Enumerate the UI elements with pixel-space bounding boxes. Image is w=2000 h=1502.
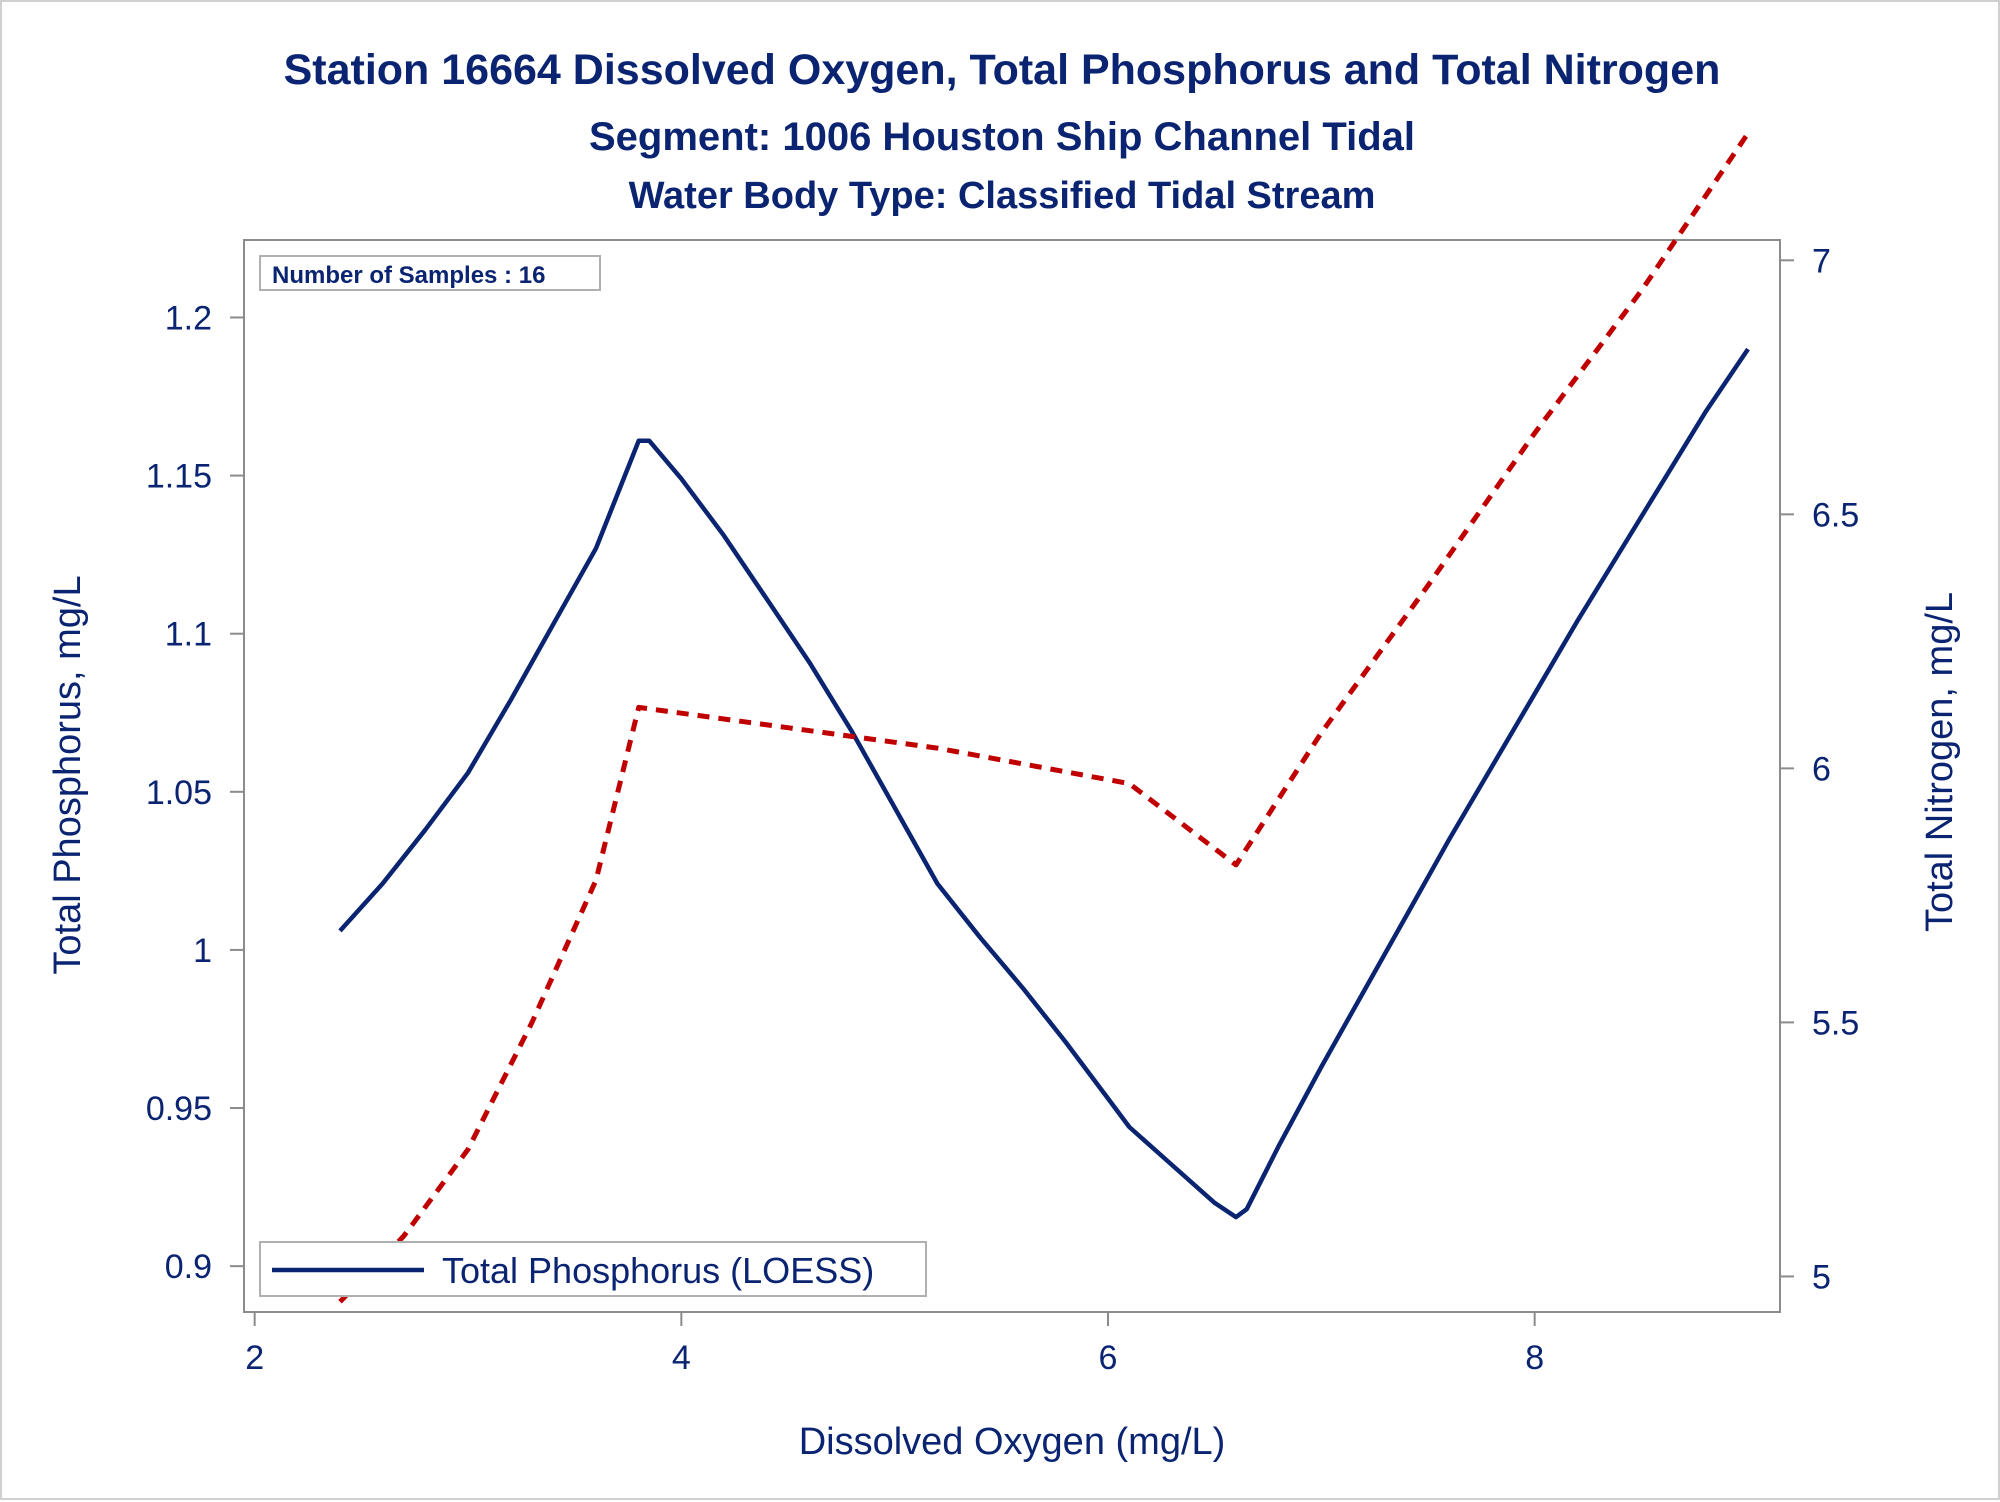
y-left-tick-label: 1.15 — [146, 458, 212, 496]
sample-count-text: Number of Samples : 16 — [272, 262, 545, 289]
y-axis-right-label: Total Nitrogen, mg/L — [1919, 592, 1961, 932]
plot-area — [243, 239, 1781, 1313]
y-left-tick-label: 1.05 — [146, 774, 212, 812]
sample-count-box: Number of Samples : 16 — [259, 255, 601, 291]
y-axis-left-label: Total Phosphorus, mg/L — [47, 575, 89, 974]
y-right-tick-label: 5 — [1812, 1258, 1831, 1296]
series-layer — [338, 131, 1751, 1304]
y-right-tick-label: 7 — [1812, 242, 1831, 280]
x-axis-label: Dissolved Oxygen (mg/L) — [799, 1421, 1226, 1463]
y-left-tick-label: 0.95 — [146, 1090, 212, 1128]
y-left-tick-label: 1.1 — [165, 616, 212, 654]
x-tick-label: 6 — [1099, 1339, 1118, 1377]
x-tick-label: 2 — [245, 1339, 264, 1377]
x-tick-label: 4 — [672, 1339, 691, 1377]
series-line-total-phosphorus — [338, 347, 1750, 1220]
y-axis-left: 0.9 0.95 1 1.05 1.1 1.15 1.2 — [146, 299, 244, 1286]
legend: Total Phosphorus (LOESS) — [259, 1241, 927, 1297]
x-tick-label: 8 — [1525, 1339, 1544, 1377]
y-left-tick-label: 0.9 — [165, 1248, 212, 1286]
y-right-tick-label: 5.5 — [1812, 1004, 1859, 1042]
y-axis-right: 5 5.5 6 6.5 7 — [1780, 242, 1859, 1296]
y-right-tick-label: 6.5 — [1812, 496, 1859, 534]
sample-count-border — [259, 255, 601, 291]
y-left-tick-label: 1.2 — [165, 299, 212, 337]
series-line-total-nitrogen — [338, 131, 1751, 1304]
legend-label-total-phosphorus: Total Phosphorus (LOESS) — [442, 1250, 874, 1291]
chart-subtitle-2: Water Body Type: Classified Tidal Stream — [629, 175, 1376, 217]
y-right-tick-label: 6 — [1812, 750, 1831, 788]
chart-title: Station 16664 Dissolved Oxygen, Total Ph… — [284, 46, 1721, 94]
y-left-tick-label: 1 — [193, 932, 212, 970]
x-axis: 2 4 6 8 — [245, 1312, 1544, 1377]
chart-subtitle: Segment: 1006 Houston Ship Channel Tidal — [589, 115, 1415, 159]
